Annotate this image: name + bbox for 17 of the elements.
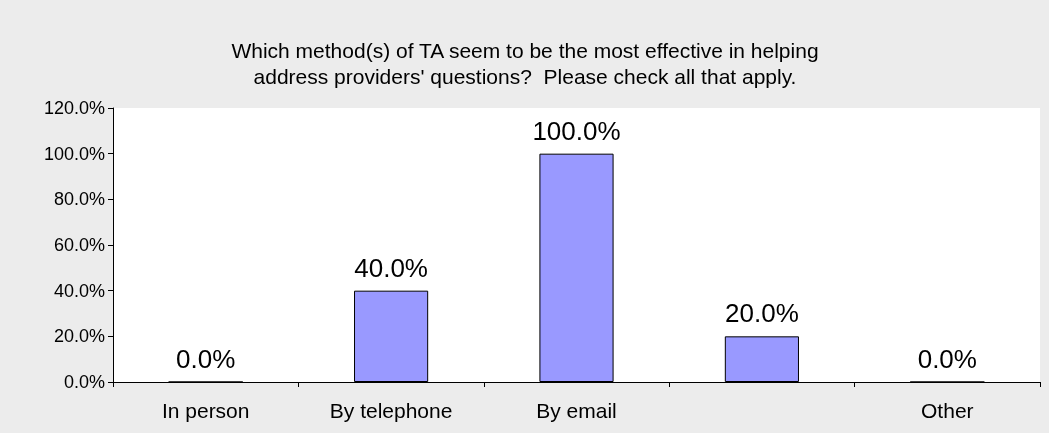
y-tick-label: 40.0% bbox=[53, 280, 105, 301]
y-tick-label: 120.0% bbox=[43, 98, 105, 118]
x-tick-label: In person bbox=[161, 399, 250, 422]
y-tick-label: 60.0% bbox=[53, 235, 105, 255]
data-label: 0.0% bbox=[917, 343, 977, 374]
data-label: 20.0% bbox=[725, 298, 799, 329]
y-tick-label: 20.0% bbox=[53, 326, 105, 347]
data-label: 0.0% bbox=[176, 343, 236, 374]
data-label: 100.0% bbox=[532, 115, 621, 146]
x-tick-label: By telephone bbox=[329, 399, 453, 422]
y-tick-label: 100.0% bbox=[43, 143, 105, 164]
x-tick-label: Other bbox=[921, 399, 974, 422]
chart-title: Which method(s) of TA seem to be the most effective in helping address providers' questions? Please check all that apply. bbox=[231, 38, 819, 88]
y-tick-label: 0.0% bbox=[63, 372, 105, 392]
x-tick-label: By email bbox=[536, 399, 617, 422]
data-label: 40.0% bbox=[354, 252, 428, 283]
y-tick-label: 80.0% bbox=[53, 189, 105, 210]
